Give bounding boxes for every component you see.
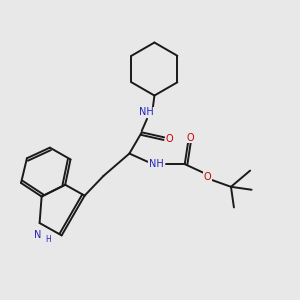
Text: O: O xyxy=(187,133,194,142)
Text: N: N xyxy=(34,230,42,240)
Text: H: H xyxy=(46,235,51,244)
Text: NH: NH xyxy=(149,159,164,169)
Text: O: O xyxy=(166,134,173,144)
Text: NH: NH xyxy=(139,107,154,117)
Text: O: O xyxy=(204,172,211,182)
